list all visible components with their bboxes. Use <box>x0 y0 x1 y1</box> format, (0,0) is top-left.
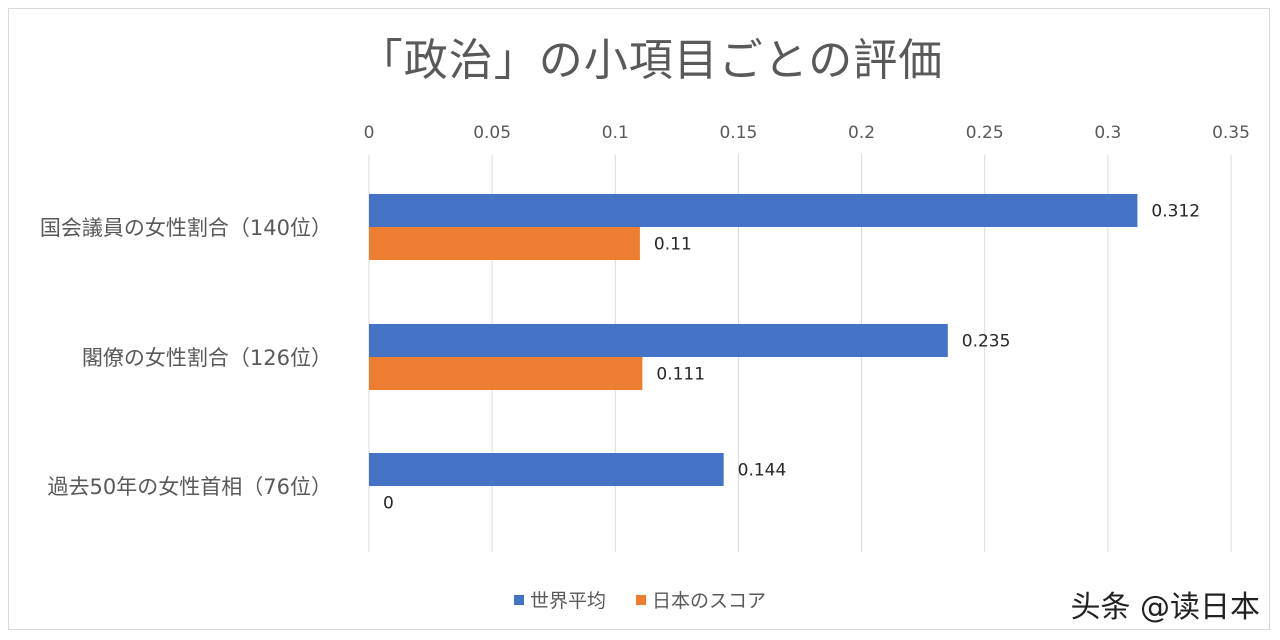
bar-world-average <box>369 324 948 357</box>
x-tick-label: 0.15 <box>719 123 757 143</box>
x-tick-label: 0.25 <box>966 123 1004 143</box>
legend-swatch-world-average <box>513 594 524 605</box>
x-tick-label: 0.3 <box>1094 123 1121 143</box>
bar-japan-score <box>369 227 640 260</box>
legend-label-japan-score: 日本のスコア <box>652 590 767 612</box>
legend-label-world-average: 世界平均 <box>529 590 606 612</box>
data-label: 0.235 <box>962 332 1011 352</box>
category-label: 国会議員の女性割合（140位） <box>40 216 332 240</box>
data-label: 0.312 <box>1151 202 1200 222</box>
data-label: 0.11 <box>654 235 692 255</box>
x-tick-label: 0.2 <box>848 123 875 143</box>
category-label: 過去50年の女性首相（76位） <box>48 475 332 499</box>
legend-swatch-japan-score <box>636 594 646 605</box>
x-tick-label: 0.1 <box>602 123 629 143</box>
legend: 世界平均 日本のスコア <box>0 586 1280 613</box>
legend-item-world-average: 世界平均 <box>513 586 606 613</box>
category-label: 閣僚の女性割合（126位） <box>82 346 332 370</box>
bar-japan-score <box>369 357 643 390</box>
bar-world-average <box>369 453 724 486</box>
data-label: 0.144 <box>738 461 787 481</box>
watermark: 头条 @读日本 <box>1070 590 1260 625</box>
x-tick-label: 0.05 <box>473 123 511 143</box>
bar-world-average <box>369 194 1138 227</box>
data-label: 0.111 <box>656 365 705 385</box>
chart-frame <box>8 8 1270 630</box>
x-tick-label: 0.35 <box>1212 123 1250 143</box>
legend-item-japan-score: 日本のスコア <box>636 586 766 613</box>
x-tick-label: 0 <box>364 123 375 143</box>
chart-title: 「政治」の小項目ごとの評価 <box>358 35 944 86</box>
data-label: 0 <box>383 494 394 514</box>
